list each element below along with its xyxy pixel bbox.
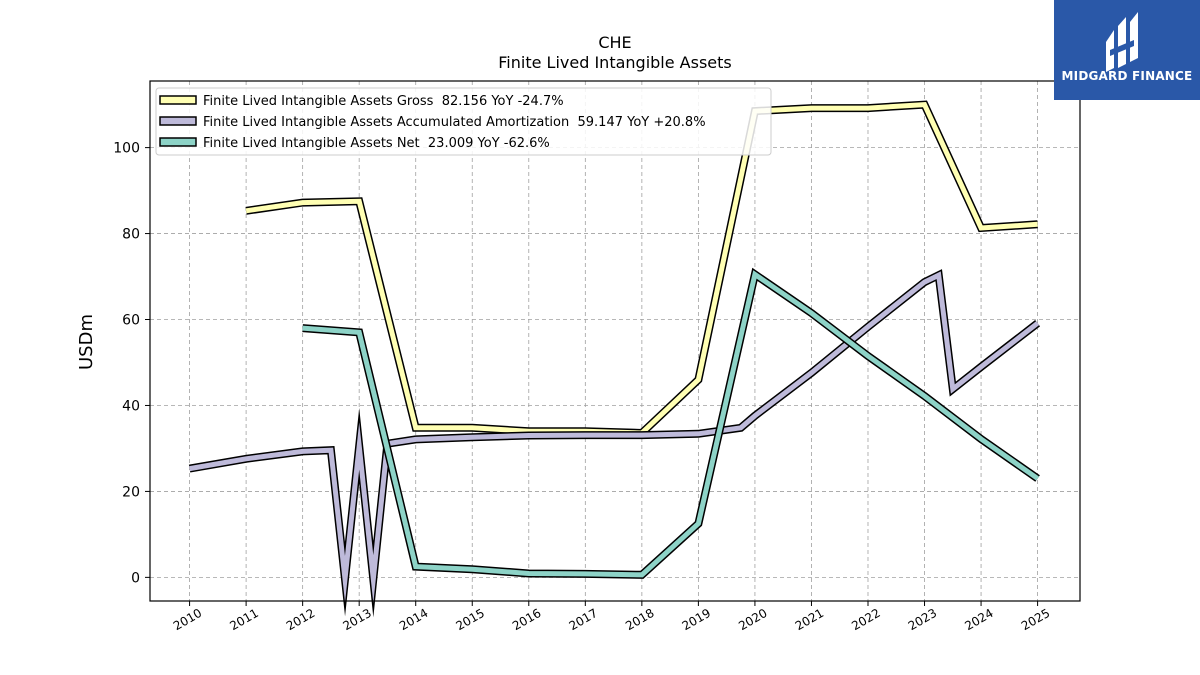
- series-line-3: [302, 270, 1040, 578]
- plot-frame: [149, 80, 1081, 602]
- x-tick-label: 2014: [397, 606, 430, 633]
- x-tick-label: 2024: [962, 606, 995, 633]
- legend-swatch-3: [159, 137, 197, 147]
- legend-swatch-2: [159, 116, 197, 126]
- y-tick-label: 40: [122, 398, 140, 414]
- x-tick-label: 2017: [567, 606, 600, 633]
- x-tick-label: 2021: [793, 606, 826, 633]
- y-axis-label: USDm: [76, 314, 97, 370]
- y-tick-label: 60: [122, 313, 140, 329]
- x-tick-label: 2022: [849, 606, 882, 633]
- series-lines: [188, 100, 1041, 618]
- x-tick-label: 2025: [1019, 606, 1052, 633]
- x-tick-label: 2020: [736, 606, 769, 633]
- chart-title: CHE: [598, 33, 631, 52]
- x-tick-label: 2012: [284, 606, 317, 633]
- y-tick-label: 80: [122, 227, 140, 243]
- x-tick-label: 2010: [171, 606, 204, 633]
- logo-mark-icon: [1106, 12, 1138, 72]
- legend-swatch-1: [159, 95, 197, 105]
- chart-subtitle: Finite Lived Intangible Assets: [498, 53, 731, 72]
- x-tick-label: 2016: [510, 606, 543, 633]
- y-tick-label: 100: [113, 141, 140, 157]
- x-tick-label: 2011: [227, 606, 260, 633]
- series-line-2: [189, 271, 1040, 604]
- y-tick-label: 20: [122, 484, 140, 500]
- x-tick-label: 2023: [906, 606, 939, 633]
- x-tick-label: 2019: [680, 606, 713, 633]
- midgard-finance-logo: MIDGARD FINANCE: [1054, 0, 1200, 100]
- series-outline-2: [188, 269, 1041, 618]
- legend-label-3: Finite Lived Intangible Assets Net 23.00…: [203, 136, 550, 151]
- legend-label-1: Finite Lived Intangible Assets Gross 82.…: [203, 94, 564, 109]
- grid: [150, 81, 1080, 601]
- legend: Finite Lived Intangible Assets Gross 82.…: [155, 87, 772, 156]
- legend-label-2: Finite Lived Intangible Assets Accumulat…: [203, 115, 706, 130]
- legend-box: [155, 87, 772, 156]
- y-tick-label: 0: [131, 570, 140, 586]
- x-tick-label: 2018: [623, 606, 656, 633]
- x-tick-label: 2015: [454, 606, 487, 633]
- logo-text: MIDGARD FINANCE: [1061, 69, 1193, 83]
